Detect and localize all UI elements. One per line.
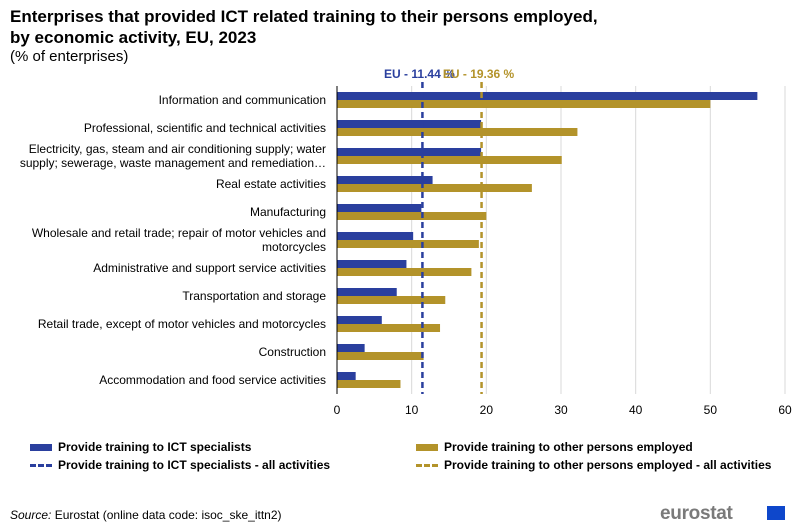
legend-dash-ict xyxy=(30,464,52,468)
category-label: Manufacturing xyxy=(250,205,326,219)
x-tick-label: 30 xyxy=(554,403,568,417)
reference-line-label: EU - 11.44 % xyxy=(384,67,455,81)
bar-ict-2 xyxy=(337,148,482,156)
category-label: Real estate activities xyxy=(216,177,326,191)
legend-series-other: Provide training to other persons employ… xyxy=(416,440,693,454)
bar-other-3 xyxy=(337,184,532,192)
bar-ict-10 xyxy=(337,372,356,380)
bar-other-2 xyxy=(337,156,562,164)
bar-ict-8 xyxy=(337,316,382,324)
bar-other-7 xyxy=(337,296,446,304)
bar-ict-6 xyxy=(337,260,407,268)
category-label: Professional, scientific and technical a… xyxy=(84,121,326,135)
bar-ict-4 xyxy=(337,204,422,212)
bar-ict-1 xyxy=(337,120,482,128)
bar-other-6 xyxy=(337,268,472,276)
chart-title: Enterprises that provided ICT related tr… xyxy=(10,7,598,47)
chart-subtitle: (% of enterprises) xyxy=(10,48,129,65)
category-label: Electricity, gas, steam and air conditio… xyxy=(20,142,326,170)
legend-swatch-other xyxy=(416,444,438,452)
legend-ref-ict: Provide training to ICT specialists - al… xyxy=(30,458,330,472)
bar-other-5 xyxy=(337,240,479,248)
category-label: Wholesale and retail trade; repair of mo… xyxy=(32,226,326,254)
x-tick-label: 20 xyxy=(480,403,494,417)
bar-other-4 xyxy=(337,212,487,220)
legend-dash-other xyxy=(416,464,438,468)
category-label: Accommodation and food service activitie… xyxy=(99,373,326,387)
eurostat-logo: eurostat xyxy=(660,503,733,524)
bar-other-9 xyxy=(337,352,424,360)
bar-ict-3 xyxy=(337,176,433,184)
bar-chart: 0 10 20 30 40 50 60 Information and communicati… xyxy=(20,67,792,417)
bar-ict-0 xyxy=(337,92,758,100)
x-tick-label: 40 xyxy=(629,403,643,417)
legend-label-ref-other: Provide training to other persons employ… xyxy=(444,458,772,472)
legend-label-ref-ict: Provide training to ICT specialists - al… xyxy=(58,458,331,472)
legend-label-ict: Provide training to ICT specialists xyxy=(58,440,252,454)
bar-other-0 xyxy=(337,100,711,108)
bar-ict-7 xyxy=(337,288,397,296)
legend-swatch-ict xyxy=(30,444,52,452)
bar-other-8 xyxy=(337,324,441,332)
source-note: Source: Eurostat (online data code: isoc… xyxy=(10,508,282,522)
source-text: Eurostat (online data code: isoc_ske_itt… xyxy=(54,508,282,522)
x-tick-label: 50 xyxy=(704,403,718,417)
category-label: Information and communication xyxy=(159,93,326,107)
bar-ict-9 xyxy=(337,344,365,352)
eu-flag-icon xyxy=(767,506,785,520)
legend-label-other: Provide training to other persons employ… xyxy=(444,440,693,454)
category-label: Administrative and support service activ… xyxy=(93,261,326,275)
x-tick-label: 60 xyxy=(778,403,792,417)
reference-line-label: EU - 19.36 % xyxy=(443,67,515,81)
category-label: Construction xyxy=(259,345,326,359)
legend-series-ict: Provide training to ICT specialists xyxy=(30,440,251,454)
bar-other-1 xyxy=(337,128,578,136)
source-label: Source: xyxy=(10,508,52,522)
bar-other-10 xyxy=(337,380,401,388)
category-label: Retail trade, except of motor vehicles a… xyxy=(38,317,326,331)
x-tick-label: 0 xyxy=(334,403,341,417)
x-tick-label: 10 xyxy=(405,403,419,417)
legend-ref-other: Provide training to other persons employ… xyxy=(416,458,771,472)
category-label: Transportation and storage xyxy=(182,289,326,303)
bar-ict-5 xyxy=(337,232,414,240)
